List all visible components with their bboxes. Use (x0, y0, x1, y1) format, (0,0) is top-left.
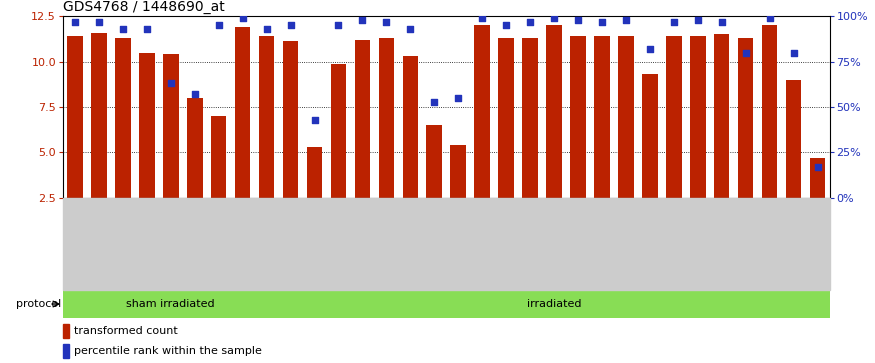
Point (571, 17, 585, 23)
Point (499, 23, 513, 28)
Point (595, 19, 609, 25)
Bar (331, 64, 346, 198)
Bar (738, 38, 753, 198)
Point (715, 19, 729, 25)
Point (690, 17, 704, 23)
Point (787, 50, 801, 56)
Point (810, 164, 824, 170)
Bar (63, 344, 69, 359)
Bar (690, 36, 705, 198)
Bar (234, 27, 250, 198)
Bar (278, 290, 829, 318)
Point (332, 23, 346, 28)
Bar (211, 116, 227, 198)
Bar (618, 36, 634, 198)
Point (523, 19, 537, 25)
Bar (63, 290, 278, 318)
Bar (474, 25, 490, 198)
Point (452, 95, 466, 101)
Bar (91, 33, 107, 198)
Bar (451, 145, 466, 198)
Point (212, 23, 226, 28)
Point (68, 19, 82, 25)
Text: irradiated: irradiated (527, 299, 581, 309)
Bar (666, 36, 682, 198)
Point (763, 15, 777, 21)
Point (260, 26, 274, 32)
Point (738, 50, 752, 56)
Bar (570, 36, 585, 198)
Point (235, 15, 249, 21)
Point (92, 19, 106, 25)
Point (284, 23, 298, 28)
Bar (116, 38, 130, 198)
Point (475, 15, 489, 21)
Bar (63, 323, 69, 338)
Bar (354, 40, 370, 198)
Point (667, 19, 681, 25)
Point (188, 91, 202, 97)
Bar (594, 36, 610, 198)
Bar (139, 53, 155, 198)
Bar (522, 38, 538, 198)
Bar (379, 38, 394, 198)
Bar (786, 80, 802, 198)
Bar (426, 125, 442, 198)
Point (116, 26, 130, 32)
Text: transformed count: transformed count (74, 326, 178, 336)
Point (307, 117, 321, 123)
Bar (67, 36, 83, 198)
Bar (762, 25, 777, 198)
Text: protocol: protocol (17, 299, 62, 309)
Bar (714, 34, 730, 198)
Point (643, 46, 657, 52)
Point (140, 26, 154, 32)
Bar (499, 38, 514, 198)
Point (164, 81, 178, 86)
Point (355, 17, 369, 23)
Point (403, 26, 417, 32)
Bar (642, 74, 658, 198)
Point (427, 99, 441, 105)
Text: sham irradiated: sham irradiated (127, 299, 215, 309)
Point (547, 15, 561, 21)
Bar (307, 147, 322, 198)
Bar (402, 56, 418, 198)
Text: GDS4768 / 1448690_at: GDS4768 / 1448690_at (63, 0, 225, 14)
Bar (163, 54, 178, 198)
Bar (546, 25, 562, 198)
Point (619, 17, 633, 23)
Bar (259, 36, 275, 198)
Text: percentile rank within the sample: percentile rank within the sample (74, 346, 262, 356)
Bar (809, 158, 825, 198)
Point (380, 19, 394, 25)
Bar (283, 41, 298, 198)
Bar (187, 98, 202, 198)
